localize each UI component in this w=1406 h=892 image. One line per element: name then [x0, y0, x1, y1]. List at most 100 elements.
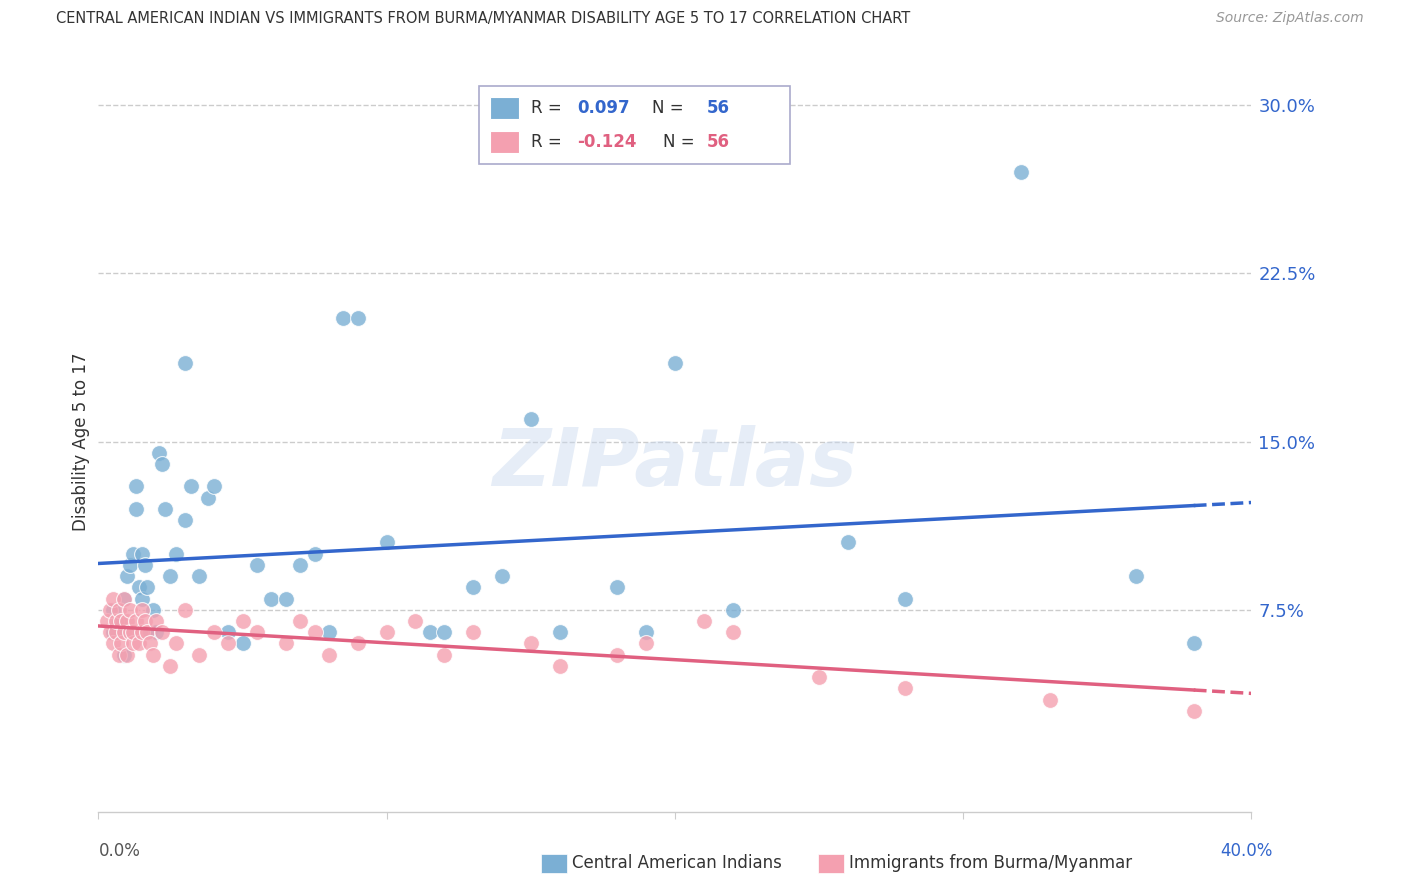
Y-axis label: Disability Age 5 to 17: Disability Age 5 to 17	[72, 352, 90, 531]
Point	[246, 558, 269, 572]
Point	[837, 535, 859, 549]
Point	[107, 603, 129, 617]
Point	[332, 311, 354, 326]
Point	[461, 625, 484, 640]
Point	[807, 670, 830, 684]
Point	[145, 614, 167, 628]
Point	[134, 614, 156, 628]
Point	[217, 625, 239, 640]
Text: 40.0%: 40.0%	[1220, 842, 1272, 860]
Point	[693, 614, 716, 628]
Point	[148, 446, 170, 460]
Point	[165, 547, 187, 561]
Text: R =: R =	[531, 133, 567, 151]
Point	[117, 614, 139, 628]
Point	[636, 625, 658, 640]
Bar	[491, 97, 519, 120]
Point	[894, 681, 917, 696]
Point	[202, 625, 225, 640]
Point	[636, 636, 658, 650]
Point	[112, 625, 135, 640]
Point	[548, 659, 571, 673]
FancyBboxPatch shape	[479, 87, 790, 164]
Point	[125, 501, 148, 516]
Point	[145, 625, 167, 640]
Point	[231, 614, 254, 628]
Point	[139, 636, 162, 650]
Point	[122, 547, 145, 561]
Point	[290, 558, 312, 572]
Point	[304, 547, 326, 561]
Point	[107, 648, 129, 662]
Point	[107, 614, 129, 628]
Point	[117, 648, 139, 662]
Point	[136, 625, 159, 640]
Point	[122, 636, 145, 650]
Point	[142, 603, 165, 617]
Point	[174, 603, 197, 617]
Point	[150, 625, 173, 640]
Point	[721, 625, 744, 640]
Bar	[491, 130, 519, 153]
Point	[110, 614, 132, 628]
Point	[606, 648, 628, 662]
Point	[96, 614, 118, 628]
Text: R =: R =	[531, 99, 567, 118]
Point	[246, 625, 269, 640]
Point	[1182, 704, 1205, 718]
Point	[136, 580, 159, 594]
Point	[304, 625, 326, 640]
Point	[120, 558, 142, 572]
Text: Immigrants from Burma/Myanmar: Immigrants from Burma/Myanmar	[849, 855, 1132, 872]
Point	[433, 648, 456, 662]
Point	[117, 569, 139, 583]
Text: Source: ZipAtlas.com: Source: ZipAtlas.com	[1216, 11, 1364, 25]
Point	[131, 591, 153, 606]
Point	[1125, 569, 1147, 583]
Point	[125, 614, 148, 628]
Point	[159, 659, 181, 673]
Point	[101, 591, 124, 606]
Point	[131, 603, 153, 617]
Point	[433, 625, 456, 640]
Text: Central American Indians: Central American Indians	[572, 855, 782, 872]
Point	[260, 591, 283, 606]
Text: ZIPatlas: ZIPatlas	[492, 425, 858, 503]
Point	[142, 648, 165, 662]
Point	[165, 636, 187, 650]
Point	[153, 501, 176, 516]
Point	[101, 636, 124, 650]
Point	[125, 479, 148, 493]
Bar	[541, 854, 567, 873]
Point	[491, 569, 513, 583]
Text: 56: 56	[707, 133, 730, 151]
Point	[318, 625, 340, 640]
Point	[128, 580, 150, 594]
Point	[112, 591, 135, 606]
Point	[104, 614, 127, 628]
Point	[606, 580, 628, 594]
Point	[101, 603, 124, 617]
Point	[188, 648, 211, 662]
Point	[110, 636, 132, 650]
Point	[174, 513, 197, 527]
Point	[120, 625, 142, 640]
Point	[180, 479, 202, 493]
Point	[419, 625, 441, 640]
Text: 0.0%: 0.0%	[98, 842, 141, 860]
Point	[461, 580, 484, 594]
Point	[120, 603, 142, 617]
Point	[346, 311, 368, 326]
Point	[139, 625, 162, 640]
Point	[101, 625, 124, 640]
Point	[231, 636, 254, 650]
Point	[112, 648, 135, 662]
Point	[122, 625, 145, 640]
Point	[664, 356, 686, 370]
Point	[174, 356, 197, 370]
Point	[346, 636, 368, 650]
Point	[159, 569, 181, 583]
Text: 0.097: 0.097	[576, 99, 630, 118]
Point	[274, 636, 297, 650]
Point	[131, 625, 153, 640]
